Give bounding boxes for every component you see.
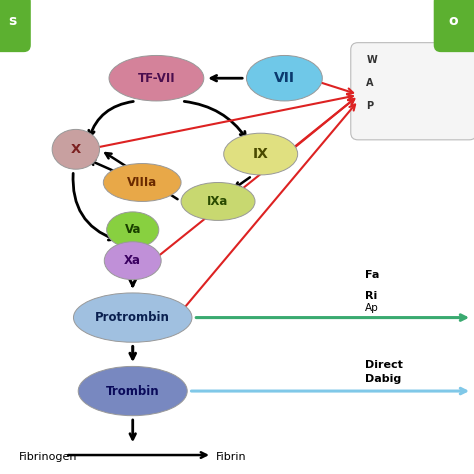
Ellipse shape xyxy=(78,366,187,416)
Ellipse shape xyxy=(181,182,255,220)
Ellipse shape xyxy=(73,293,192,342)
FancyBboxPatch shape xyxy=(351,43,474,140)
Text: Dabig: Dabig xyxy=(365,374,401,384)
Text: W: W xyxy=(366,55,377,65)
Ellipse shape xyxy=(107,212,159,248)
Text: Direct: Direct xyxy=(365,360,403,370)
Text: A: A xyxy=(366,78,374,88)
Text: Fibrinogen: Fibrinogen xyxy=(19,452,77,463)
Text: Ri: Ri xyxy=(365,291,377,301)
Text: Va: Va xyxy=(125,223,141,237)
Text: X: X xyxy=(71,143,81,156)
Text: VIIIa: VIIIa xyxy=(127,176,157,189)
Text: P: P xyxy=(366,100,374,110)
Text: Trombin: Trombin xyxy=(106,384,160,398)
FancyBboxPatch shape xyxy=(0,0,31,52)
Text: IXa: IXa xyxy=(207,195,229,208)
Ellipse shape xyxy=(103,164,181,201)
Text: o: o xyxy=(448,14,457,28)
Text: IX: IX xyxy=(253,147,269,161)
Ellipse shape xyxy=(52,129,100,169)
Text: VII: VII xyxy=(274,71,295,85)
Ellipse shape xyxy=(224,133,298,175)
Text: Ap: Ap xyxy=(365,303,379,313)
Ellipse shape xyxy=(246,55,322,101)
Text: Protrombin: Protrombin xyxy=(95,311,170,324)
FancyBboxPatch shape xyxy=(434,0,474,52)
Text: s: s xyxy=(9,14,17,28)
Ellipse shape xyxy=(109,55,204,101)
Text: TF-VII: TF-VII xyxy=(137,72,175,85)
Ellipse shape xyxy=(104,242,161,280)
Text: Fa: Fa xyxy=(365,270,379,280)
Text: Xa: Xa xyxy=(124,254,141,267)
Text: Fibrin: Fibrin xyxy=(216,452,246,463)
